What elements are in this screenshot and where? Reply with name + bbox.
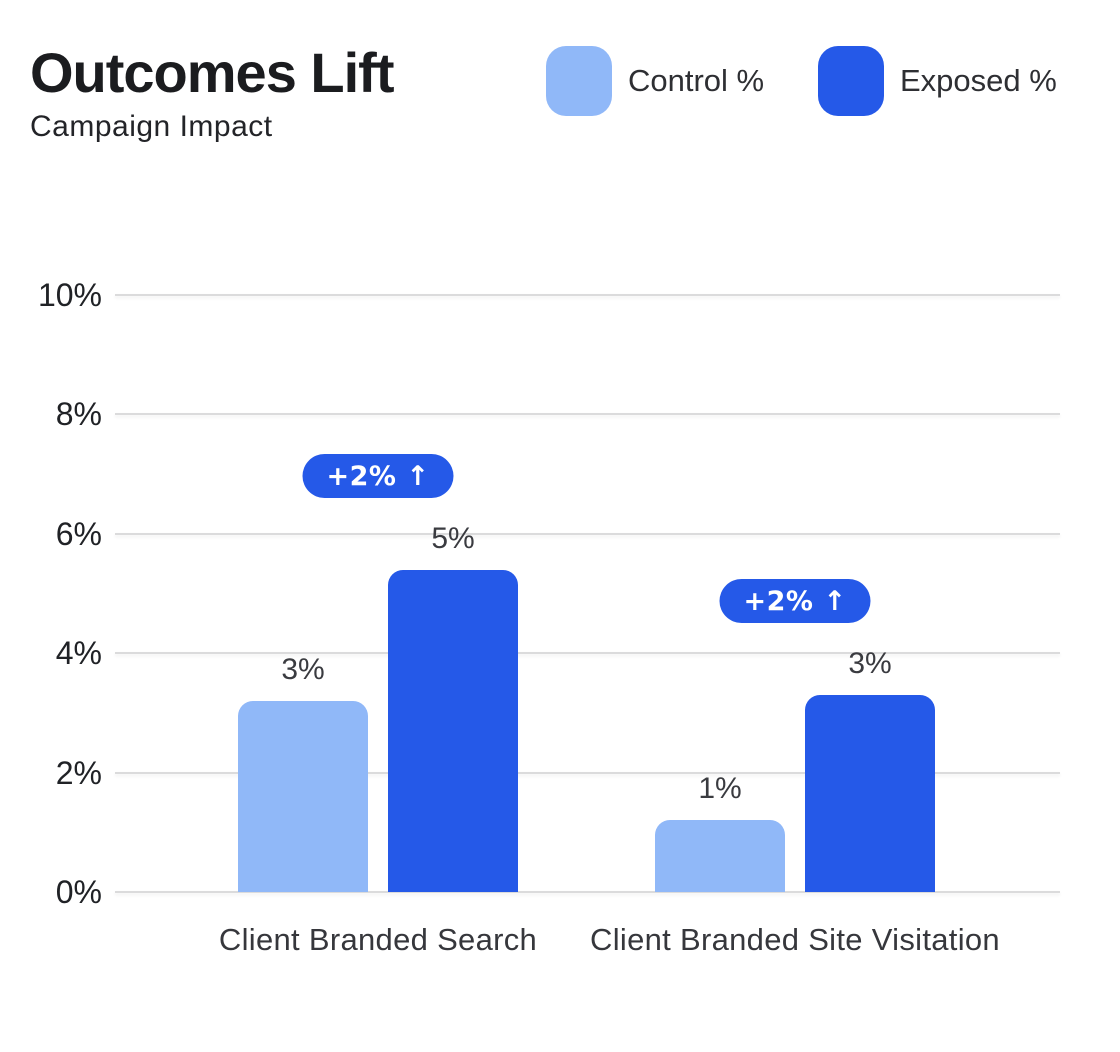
bar-value-label: 3%: [848, 647, 892, 680]
chart-title: Outcomes Lift: [30, 41, 394, 104]
y-axis-tick-label: 10%: [37, 277, 102, 313]
legend-item-control: Control %: [546, 46, 764, 116]
control-swatch: [546, 46, 612, 116]
lift-badge: +2% ↑: [302, 454, 454, 498]
bar-exposed-0: [388, 570, 518, 892]
gridline: [115, 413, 1060, 415]
y-axis-tick-label: 2%: [55, 755, 102, 791]
lift-badge: +2% ↑: [719, 579, 871, 623]
x-axis-label: Client Branded Site Visitation: [590, 922, 1000, 957]
y-axis-tick-label: 0%: [55, 874, 102, 910]
bar-value-label: 5%: [431, 522, 475, 555]
bar-value-label: 3%: [281, 653, 325, 686]
legend-label-exposed: Exposed %: [900, 63, 1057, 98]
exposed-swatch: [818, 46, 884, 116]
gridline: [115, 652, 1060, 654]
gridline: [115, 533, 1060, 535]
y-axis-tick-label: 8%: [55, 396, 102, 432]
legend-label-control: Control %: [628, 63, 765, 98]
chart-header: Outcomes Lift Campaign Impact: [30, 41, 394, 144]
bar-exposed-1: [805, 695, 935, 892]
gridline: [115, 294, 1060, 296]
bar-control-1: [655, 820, 785, 892]
y-axis-tick-label: 4%: [55, 635, 102, 671]
bar-value-label: 1%: [698, 772, 742, 805]
y-axis-tick-label: 6%: [55, 516, 102, 552]
gridline: [115, 891, 1060, 893]
x-axis-label: Client Branded Search: [218, 922, 538, 957]
chart-subtitle: Campaign Impact: [30, 110, 273, 143]
legend-item-exposed: Exposed %: [818, 46, 1057, 116]
gridline: [115, 772, 1060, 774]
bar-control-0: [238, 701, 368, 892]
